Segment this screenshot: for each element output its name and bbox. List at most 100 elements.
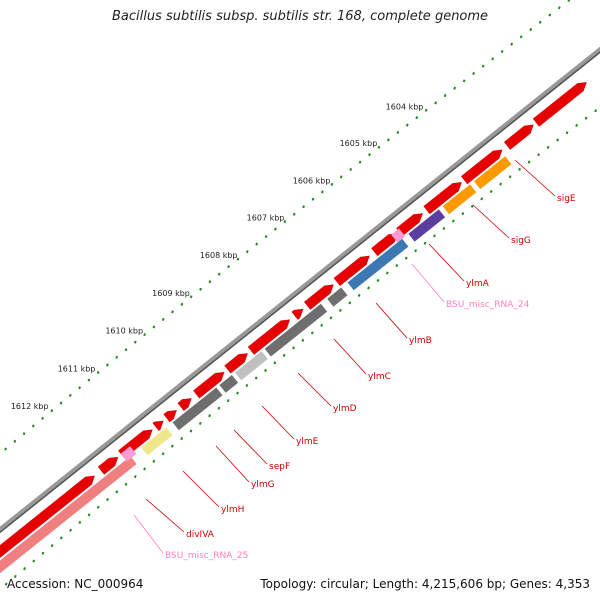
inner-dot bbox=[565, 131, 569, 135]
outer-dot bbox=[529, 28, 533, 32]
inner-dot bbox=[124, 482, 128, 486]
cds-arrow bbox=[532, 81, 588, 127]
outer-dot bbox=[236, 257, 240, 261]
outer-dot bbox=[87, 378, 91, 382]
cds-arrow bbox=[152, 420, 164, 432]
ylmD-gene bbox=[264, 303, 328, 357]
inner-dot bbox=[87, 513, 91, 517]
tick-label: 1609 kbp bbox=[152, 289, 190, 298]
inner-dot bbox=[320, 323, 323, 327]
inner-dot bbox=[292, 346, 295, 350]
outer-dot bbox=[13, 439, 17, 443]
outer-dot bbox=[143, 333, 146, 337]
inner-dot bbox=[78, 521, 82, 525]
inner-dot bbox=[499, 182, 503, 186]
outer-dot bbox=[510, 42, 513, 46]
inner-dot bbox=[236, 391, 239, 395]
inner-dot bbox=[106, 498, 109, 502]
ylmE-gene bbox=[235, 351, 268, 381]
inner-dot bbox=[32, 559, 36, 563]
inner-dot bbox=[470, 204, 474, 208]
outer-dot bbox=[453, 86, 456, 90]
leader-line bbox=[233, 429, 268, 465]
cds-arrow bbox=[224, 353, 249, 374]
inner-dot bbox=[4, 582, 8, 586]
outer-dot bbox=[443, 94, 447, 98]
inner-dot bbox=[546, 145, 550, 149]
outer-dot bbox=[78, 386, 81, 390]
inner-dot bbox=[508, 175, 512, 179]
outer-dot bbox=[548, 13, 552, 17]
leader-line bbox=[133, 514, 164, 554]
outer-dot bbox=[283, 220, 287, 224]
inner-dot bbox=[13, 574, 17, 578]
leader-line bbox=[261, 405, 295, 440]
tick-label: 1606 kbp bbox=[293, 177, 331, 186]
ylmG-gene bbox=[172, 387, 223, 431]
inner-dot bbox=[264, 368, 267, 372]
ylmH-gene bbox=[0, 456, 137, 574]
inner-dot bbox=[489, 189, 493, 194]
gene-label: ylmA bbox=[466, 279, 490, 289]
misc-rna-25 bbox=[120, 446, 137, 462]
genome-title: Bacillus subtilis subsp. subtilis str. 1… bbox=[111, 9, 489, 24]
inner-dot bbox=[339, 308, 342, 312]
accession-label: Accession: NC_000964 bbox=[7, 577, 144, 591]
outer-dot bbox=[22, 432, 26, 436]
inner-dot bbox=[23, 567, 26, 571]
outer-dot bbox=[180, 302, 184, 306]
outer-dot bbox=[208, 280, 212, 284]
inner-dot bbox=[395, 264, 399, 268]
outer-dot bbox=[519, 35, 523, 39]
inner-dot bbox=[152, 459, 156, 463]
outer-dot bbox=[377, 145, 381, 149]
cds-arrow bbox=[460, 149, 503, 185]
outer-dot bbox=[199, 287, 202, 291]
outer-dot bbox=[472, 71, 475, 76]
outer-dot bbox=[481, 64, 485, 68]
leader-line bbox=[333, 338, 367, 375]
inner-dot bbox=[556, 138, 559, 142]
outer-dot bbox=[567, 0, 571, 2]
ylmB-gene bbox=[347, 238, 409, 291]
inner-dot bbox=[41, 551, 45, 555]
outer-dot bbox=[415, 116, 419, 120]
inner-dot bbox=[357, 293, 361, 297]
gene-label: BSU_misc_RNA_24 bbox=[446, 300, 530, 310]
outer-dot bbox=[31, 424, 35, 428]
inner-dot bbox=[527, 160, 531, 164]
outer-dot bbox=[274, 227, 277, 231]
gene-label: BSU_misc_RNA_25 bbox=[165, 551, 248, 561]
inner-dot bbox=[386, 271, 389, 275]
outer-dot bbox=[124, 348, 128, 352]
inner-dot bbox=[115, 490, 119, 494]
cds-arrow bbox=[303, 284, 335, 311]
outer-dot bbox=[115, 355, 119, 359]
outer-dot bbox=[41, 416, 44, 420]
outer-dot bbox=[434, 101, 438, 105]
tick-label: 1611 kbp bbox=[58, 365, 96, 374]
ylmC-gene bbox=[327, 287, 348, 307]
inner-dot bbox=[171, 444, 174, 448]
inner-dot bbox=[461, 212, 465, 216]
gene-label: ylmC bbox=[368, 372, 391, 382]
outer-dot bbox=[171, 310, 174, 314]
inner-dot bbox=[217, 406, 221, 410]
leader-line bbox=[182, 470, 220, 508]
inner-dot bbox=[480, 197, 484, 201]
inner-dot bbox=[575, 123, 578, 127]
leader-line bbox=[472, 204, 510, 239]
inner-dot bbox=[537, 153, 540, 157]
outer-dot bbox=[152, 325, 156, 329]
outer-dot bbox=[424, 108, 428, 112]
gene-label: sigE bbox=[557, 194, 576, 204]
cds-arrow bbox=[333, 255, 371, 287]
inner-dot bbox=[348, 301, 352, 305]
inner-dot bbox=[423, 241, 427, 245]
inner-dot bbox=[69, 528, 72, 532]
outer-dot bbox=[387, 138, 390, 142]
inner-dot bbox=[254, 376, 258, 380]
gene-label: ylmE bbox=[296, 437, 319, 447]
cds-arrow bbox=[503, 124, 534, 151]
